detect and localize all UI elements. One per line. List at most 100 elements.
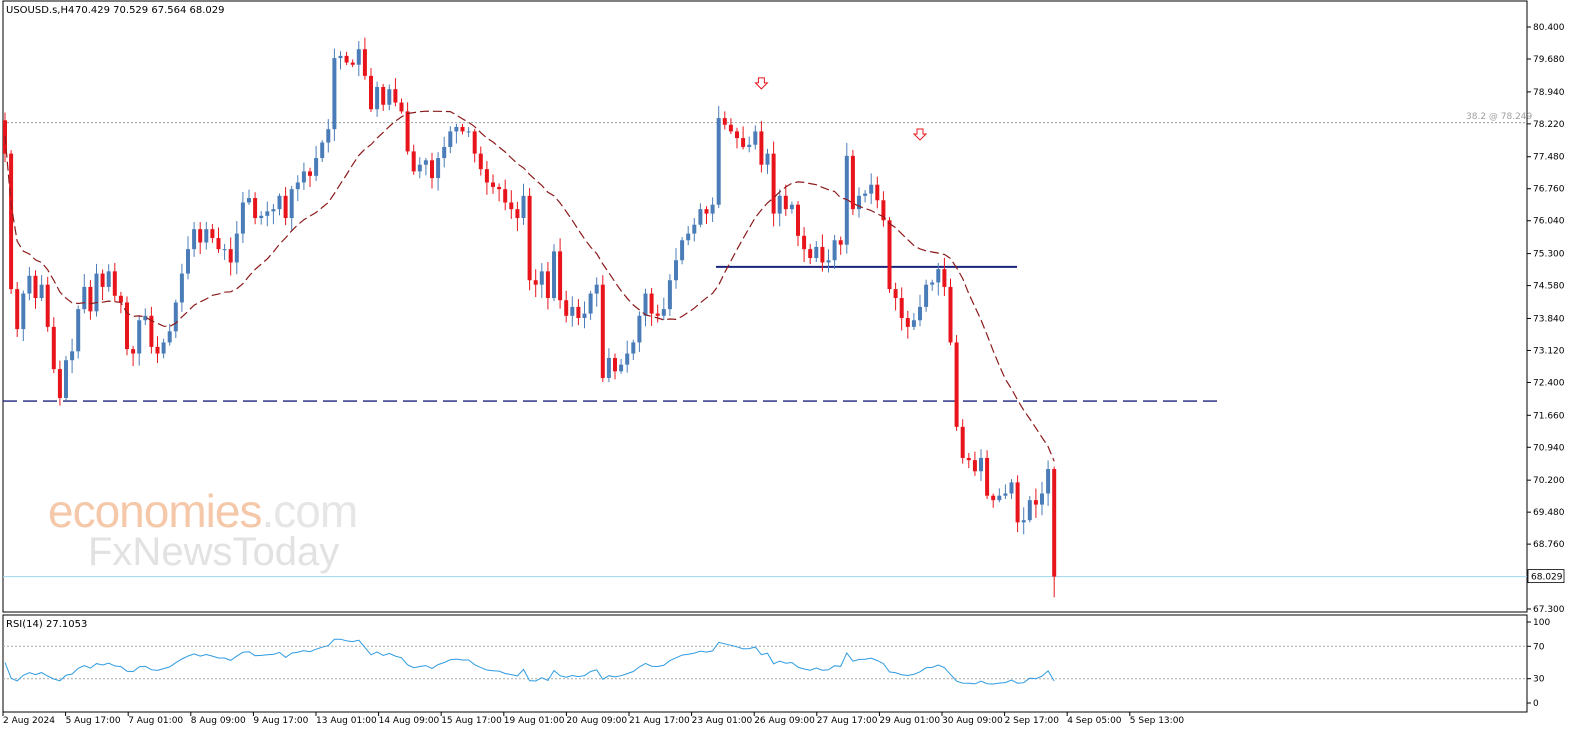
candle-bull	[521, 195, 526, 219]
price-tick-label: 74.580	[1533, 282, 1565, 292]
price-tick-label: 79.680	[1533, 55, 1565, 65]
candle-bull	[918, 306, 922, 321]
candle-bull	[448, 131, 453, 147]
candle-bull	[186, 249, 190, 274]
candle-bear	[308, 171, 312, 176]
price-tick-label: 72.400	[1533, 378, 1565, 388]
candle-bear	[57, 369, 62, 398]
candle-bull	[619, 364, 624, 372]
candle-bull	[924, 284, 929, 307]
candle-bear	[942, 269, 947, 287]
candle-bull	[857, 195, 861, 210]
candle-bull	[570, 306, 575, 316]
candle-bull	[698, 209, 703, 225]
time-tick-label: 8 Aug 09:00	[191, 716, 246, 726]
time-tick-label: 2 Aug 2024	[3, 716, 55, 726]
candle-bear	[369, 75, 373, 110]
time-tick-label: 2 Sep 17:00	[1005, 716, 1060, 726]
candle-bull	[234, 233, 239, 263]
candle-bull	[161, 342, 166, 354]
candle-bear	[411, 151, 416, 172]
candle-bull	[789, 204, 794, 210]
down-arrow-icon	[754, 77, 769, 90]
candle-bull	[64, 360, 68, 398]
candle-bull	[753, 131, 758, 145]
rsi-tick-label: 30	[1533, 675, 1545, 685]
candle-bear	[393, 89, 398, 103]
candle-bull	[143, 315, 148, 321]
price-tick-label: 75.300	[1533, 250, 1565, 260]
candle-bear	[985, 457, 990, 496]
candle-bear	[875, 184, 880, 201]
candle-bear	[515, 209, 520, 219]
candle-bull	[606, 357, 611, 378]
candle-bull	[106, 271, 111, 287]
candle-bull	[930, 282, 935, 285]
price-tick-label: 76.040	[1533, 217, 1565, 227]
price-tick-label: 78.220	[1533, 120, 1565, 130]
top-arrows	[754, 77, 928, 141]
candle-bull	[82, 286, 87, 310]
time-tick-label: 13 Aug 01:00	[316, 716, 377, 726]
rsi-plot-frame	[2, 614, 1528, 713]
candle-bear	[881, 200, 886, 221]
candle-bear	[228, 249, 233, 263]
rsi-line	[4, 638, 1055, 685]
candle-bull	[686, 233, 691, 241]
candle-bear	[613, 357, 617, 372]
candle-bear	[503, 189, 508, 203]
candle-bull	[643, 293, 648, 316]
candle-bear	[972, 460, 977, 472]
candle-bull	[1027, 500, 1032, 521]
candle-bull	[204, 229, 209, 243]
candle-bull	[936, 269, 941, 283]
candle-bull	[436, 158, 441, 179]
candle-bull	[173, 302, 178, 332]
candle-bear	[802, 235, 807, 250]
candle-bear	[491, 182, 495, 187]
candle-bull	[295, 182, 300, 190]
candle-bull	[326, 129, 331, 143]
candle-bear	[735, 131, 739, 139]
price-tick-label: 67.300	[1533, 605, 1565, 615]
candle-bull	[716, 118, 721, 205]
price-tick-label: 69.480	[1533, 508, 1565, 518]
price-tick-label: 73.120	[1533, 346, 1565, 356]
current-price-label: 68.029	[1531, 573, 1563, 583]
price-tick-label: 70.940	[1533, 443, 1565, 453]
candle-bull	[466, 131, 471, 133]
candle-bear	[545, 271, 550, 299]
price-tick-label: 71.660	[1533, 411, 1565, 421]
candle-bear	[722, 118, 727, 125]
candle-bear	[118, 295, 123, 303]
candle-bull	[356, 49, 361, 65]
candle-bull	[247, 198, 251, 203]
candle-bear	[741, 138, 746, 147]
candle-bull	[625, 353, 630, 365]
candle-bull	[289, 189, 294, 219]
candle-bear	[88, 286, 93, 312]
candle-bear	[704, 209, 709, 214]
candle-bear	[576, 306, 581, 318]
candle-bear	[210, 229, 215, 239]
candle-bull	[661, 309, 666, 316]
candle-bull	[417, 164, 422, 172]
time-tick-label: 5 Aug 17:00	[66, 716, 121, 726]
candle-bull	[320, 142, 325, 159]
candle-bear	[112, 271, 117, 296]
candle-bear	[344, 55, 349, 63]
candle-bear	[954, 342, 959, 427]
candle-bear	[405, 111, 410, 152]
candle-bull	[710, 204, 715, 214]
candle-bear	[527, 195, 532, 281]
candle-bear	[600, 284, 605, 378]
rsi-tick-label: 100	[1533, 618, 1550, 628]
candle-bull	[1021, 520, 1026, 523]
candle-bear	[253, 198, 258, 219]
time-tick-label: 21 Aug 17:00	[629, 716, 690, 726]
watermark-brand-suffix: .com	[261, 485, 358, 537]
candle-bear	[33, 275, 38, 299]
candle-bull	[997, 495, 1002, 501]
header-symbol: USOUSD.s,H4	[6, 5, 74, 16]
candle-bull	[76, 309, 81, 352]
